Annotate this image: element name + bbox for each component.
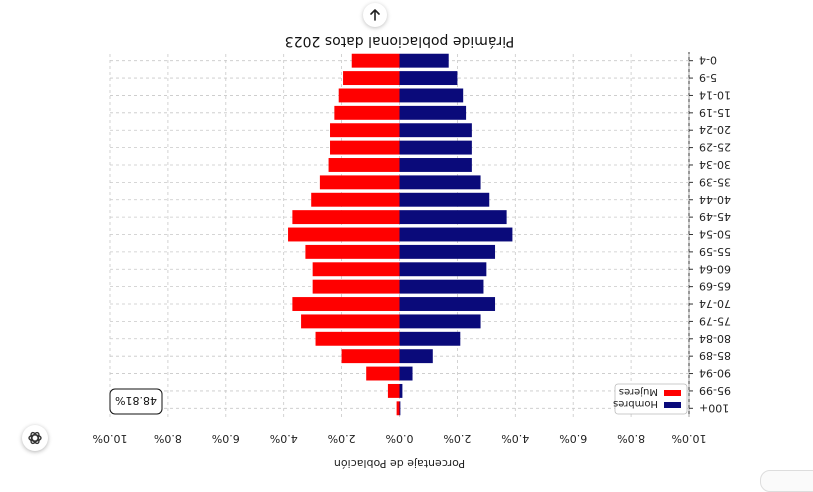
bar-mujeres-5-9 — [343, 71, 400, 86]
chart-title: Pirámide poblacional datos 2023 — [285, 33, 514, 49]
y-tick-label: 60-64 — [699, 262, 731, 275]
x-tick-label: 4.0% — [270, 432, 298, 445]
bar-mujeres-15-19 — [334, 105, 400, 120]
bar-hombres-45-49 — [399, 210, 507, 225]
y-tick-label: 50-54 — [699, 228, 731, 241]
y-tick-label: 40-44 — [699, 193, 731, 206]
bar-mujeres-75-79 — [301, 314, 400, 329]
y-tick-label: 10-14 — [699, 88, 731, 101]
bar-mujeres-60-64 — [312, 262, 400, 277]
arrow-up-icon — [370, 9, 380, 21]
bar-mujeres-95-99 — [387, 383, 400, 398]
y-tick-label: 35-39 — [699, 175, 731, 188]
y-tick-label: 75-79 — [699, 314, 731, 327]
annotation-text: 48.81% — [115, 394, 157, 407]
bar-mujeres-65-69 — [312, 279, 400, 294]
bar-hombres-5-9 — [399, 71, 458, 86]
x-axis-label: Porcentaje de Población — [334, 457, 465, 470]
corner-button[interactable] — [760, 470, 813, 492]
bar-mujeres-40-44 — [311, 192, 400, 207]
y-tick-label: 55-59 — [699, 245, 731, 258]
app-logo-button[interactable] — [22, 425, 48, 451]
legend-label: Hombres — [613, 398, 658, 409]
y-tick-label: 85-89 — [699, 349, 731, 362]
y-tick-label: 20-24 — [699, 123, 731, 136]
annotation-box — [109, 388, 163, 415]
bar-hombres-10-14 — [399, 88, 464, 103]
y-tick-label: 65-69 — [699, 280, 731, 293]
y-tick-label: 15-19 — [699, 106, 731, 119]
bar-mujeres-90-94 — [366, 366, 400, 381]
bar-mujeres-45-49 — [292, 210, 400, 225]
x-tick-label: 8.0% — [617, 432, 645, 445]
legend-label: Mujeres — [619, 386, 658, 397]
bar-hombres-20-24 — [399, 123, 472, 138]
bar-hombres-30-34 — [399, 158, 472, 172]
bar-hombres-35-39 — [399, 175, 481, 190]
y-tick-label: 90-94 — [699, 367, 731, 380]
rotated-view: 0-4 5-9 10-14 15-19 20-24 25-29 30-34 35-39 40-4… — [93, 33, 731, 470]
bar-hombres-50-54 — [399, 227, 513, 242]
y-tick-label: 80-84 — [699, 332, 731, 345]
bar-mujeres-35-39 — [319, 175, 400, 190]
y-tick-label: 25-29 — [699, 141, 731, 154]
bar-hombres-55-59 — [399, 244, 496, 259]
bar-mujeres-70-74 — [292, 297, 400, 311]
bar-mujeres-55-59 — [305, 244, 400, 259]
x-tick-label: 10.0% — [672, 432, 707, 445]
y-tick-label: 30-34 — [699, 158, 731, 171]
y-tick-label: 70-74 — [699, 297, 731, 310]
bar-mujeres-50-54 — [288, 227, 400, 242]
y-tick-label: 5-9 — [699, 71, 717, 84]
y-tick-label: 95-99 — [699, 384, 731, 397]
bar-hombres-60-64 — [399, 262, 487, 277]
x-tick-label: 10.0% — [93, 432, 128, 445]
y-tick-label: 100+ — [699, 401, 729, 414]
openai-logo-icon — [28, 431, 42, 445]
bar-mujeres-85-89 — [341, 349, 400, 364]
x-tick-label: 6.0% — [559, 432, 587, 445]
y-tick-label: 0-4 — [699, 54, 717, 67]
bar-hombres-80-84 — [399, 331, 461, 346]
x-tick-label: 6.0% — [212, 432, 240, 445]
screen: 0-4 5-9 10-14 15-19 20-24 25-29 30-34 35-39 40-4… — [22, 3, 813, 492]
bar-hombres-85-89 — [399, 349, 433, 364]
bar-mujeres-100+ — [396, 401, 400, 416]
bar-hombres-70-74 — [399, 297, 496, 311]
scroll-up-button[interactable] — [363, 3, 387, 27]
x-tick-label: 8.0% — [154, 432, 182, 445]
legend-swatch — [664, 390, 681, 396]
bar-hombres-65-69 — [399, 279, 484, 294]
bar-hombres-75-79 — [399, 314, 481, 329]
x-tick-label: 4.0% — [501, 432, 529, 445]
bar-hombres-25-29 — [399, 140, 472, 155]
bar-mujeres-30-34 — [328, 158, 400, 172]
bar-mujeres-0-4 — [351, 53, 400, 68]
bar-mujeres-20-24 — [330, 123, 400, 138]
x-tick-label: 0.0% — [386, 432, 414, 445]
legend-swatch — [664, 402, 681, 408]
bar-hombres-100+ — [399, 401, 401, 416]
bar-mujeres-25-29 — [330, 140, 400, 155]
x-tick-label: 2.0% — [443, 432, 471, 445]
bar-hombres-40-44 — [399, 192, 490, 207]
x-tick-label: 2.0% — [328, 432, 356, 445]
bar-hombres-95-99 — [399, 383, 403, 398]
y-tick-label: 45-49 — [699, 210, 731, 223]
bar-hombres-0-4 — [399, 53, 449, 68]
bar-hombres-15-19 — [399, 105, 467, 120]
bar-hombres-90-94 — [399, 366, 413, 381]
bar-mujeres-10-14 — [338, 88, 400, 103]
population-pyramid-chart: 0-4 5-9 10-14 15-19 20-24 25-29 30-34 35-39 40-4… — [93, 33, 731, 470]
bar-mujeres-80-84 — [315, 331, 400, 346]
